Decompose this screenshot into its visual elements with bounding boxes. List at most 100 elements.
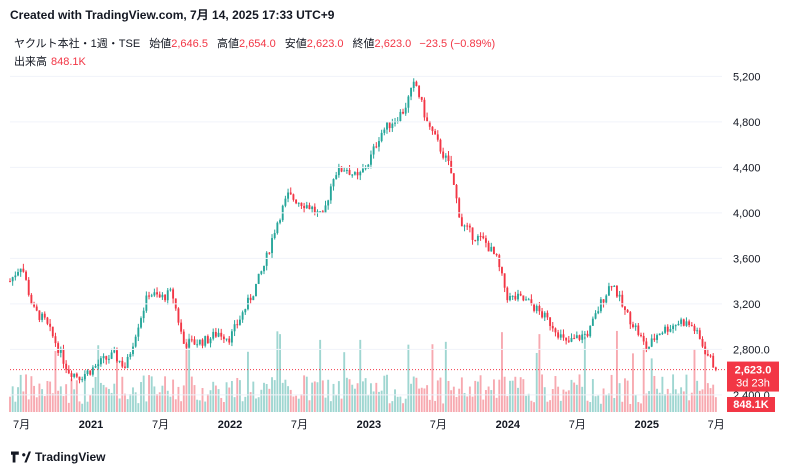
- candle-body: [482, 236, 485, 239]
- candle-body: [682, 319, 685, 326]
- volume-bar: [712, 384, 715, 412]
- volume-bar: [493, 379, 495, 412]
- candle-body: [255, 283, 257, 297]
- candle-body: [578, 335, 581, 340]
- candle-body: [511, 295, 514, 297]
- candle-body: [562, 334, 565, 338]
- volume-bar: [59, 386, 62, 412]
- candle-body: [436, 134, 439, 140]
- volume-bar: [311, 382, 314, 412]
- volume-bar: [506, 396, 509, 412]
- candle-body: [59, 348, 62, 353]
- candle-body: [575, 335, 578, 339]
- candle-body: [89, 370, 92, 375]
- candle-body: [116, 350, 118, 362]
- volume-bar: [642, 348, 645, 412]
- candle-body: [190, 339, 193, 341]
- candle-body: [632, 324, 634, 328]
- candle-body: [348, 169, 351, 175]
- candle-body: [324, 205, 327, 213]
- candle-body: [222, 336, 225, 340]
- price-axis[interactable]: 2,400.02,800.03,2003,6004,0004,4004,8005…: [10, 71, 770, 402]
- volume-bar: [618, 383, 621, 412]
- volume-bar: [621, 401, 624, 412]
- volume-bar: [509, 380, 511, 412]
- candle-body: [621, 294, 624, 307]
- candle-body: [412, 81, 415, 88]
- candle-body: [134, 336, 137, 347]
- candle-body: [372, 146, 375, 155]
- candle-body: [308, 205, 311, 210]
- candle-body: [169, 289, 172, 291]
- volume-bar: [527, 393, 530, 412]
- volume-bar: [680, 387, 683, 412]
- volume-bar: [198, 400, 201, 412]
- volume-bar: [335, 394, 338, 412]
- candle-body: [533, 304, 535, 311]
- volume-bar: [466, 396, 469, 412]
- candle-body: [696, 330, 699, 332]
- open-label: 始値: [149, 38, 172, 50]
- high-label: 高値: [217, 38, 240, 50]
- volume-bar: [252, 381, 255, 412]
- candle-body: [319, 211, 322, 213]
- candle-body: [514, 295, 517, 300]
- candle-body: [410, 87, 413, 97]
- volume-bar: [190, 376, 193, 412]
- candle-body: [634, 325, 637, 328]
- time-axis[interactable]: 7月 2021 7月 2022 7月 2023 7月 2024 7月 2025 7月: [13, 419, 725, 431]
- volume-bar: [428, 399, 431, 412]
- volume-bar: [613, 397, 616, 412]
- volume-bar: [214, 385, 217, 412]
- candle-body: [217, 332, 220, 337]
- candle-body: [329, 186, 332, 201]
- volume-bar: [602, 388, 605, 412]
- candle-body: [656, 335, 658, 340]
- volume-bar: [41, 389, 44, 412]
- volume-bar: [343, 352, 346, 412]
- volume-bar: [412, 376, 415, 412]
- candle-body: [581, 334, 584, 340]
- volume-bar: [244, 396, 247, 412]
- volume-bars: [9, 330, 717, 412]
- volume-bar: [303, 375, 306, 412]
- volume-bar: [452, 386, 455, 412]
- candle-body: [452, 173, 455, 185]
- candle-body: [91, 367, 94, 375]
- candle-body: [674, 325, 677, 327]
- candle-body: [597, 311, 600, 314]
- candle-body: [279, 220, 281, 223]
- volume-bar: [447, 380, 450, 412]
- volume-bar: [169, 396, 172, 412]
- candle-body: [650, 338, 653, 347]
- candle-body: [493, 246, 495, 255]
- candle-body: [353, 172, 356, 175]
- volume-bar: [201, 388, 204, 412]
- y-tick-label: 3,600: [733, 253, 761, 265]
- candle-body: [460, 217, 463, 227]
- candle-body: [519, 293, 522, 296]
- volume-bar: [348, 379, 351, 412]
- tradingview-logo[interactable]: TradingView: [11, 450, 105, 464]
- candle-body: [605, 295, 608, 303]
- candle-body: [434, 131, 437, 135]
- x-tick-label: 2022: [218, 419, 242, 431]
- volume-bar: [423, 388, 426, 412]
- symbol-label[interactable]: ヤクルト本社・1週・TSE: [14, 38, 141, 50]
- candle-body: [124, 366, 126, 368]
- candle-body: [73, 373, 76, 377]
- volume-bar: [11, 386, 14, 412]
- candle-body: [201, 339, 204, 346]
- x-tick-label: 7月: [430, 419, 447, 431]
- volume-bar: [693, 349, 696, 412]
- candle-body: [698, 330, 701, 339]
- x-tick-label: 2023: [357, 419, 381, 431]
- candle-body: [51, 326, 54, 337]
- volume-bar: [124, 393, 126, 412]
- volume-bar: [324, 397, 327, 412]
- volume-bar: [394, 389, 396, 412]
- volume-bar: [255, 398, 257, 412]
- volume-bar: [565, 391, 568, 412]
- candle-body: [172, 289, 175, 299]
